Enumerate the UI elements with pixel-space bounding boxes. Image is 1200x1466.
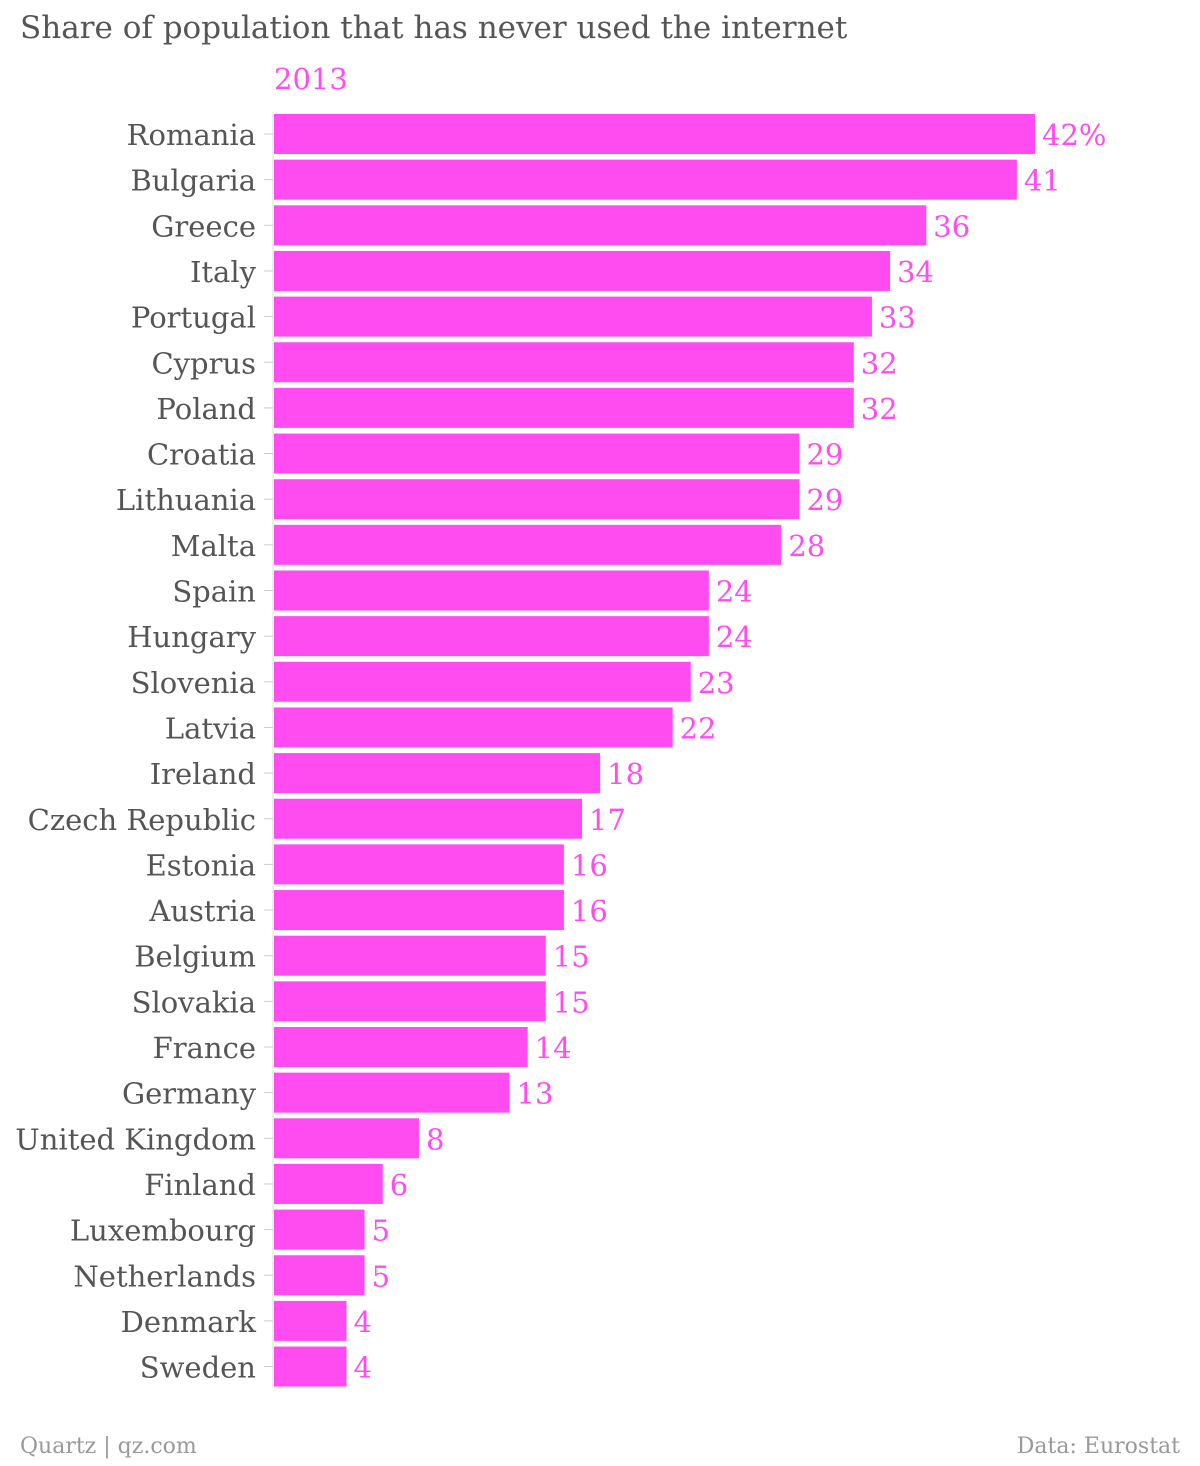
category-label: Poland — [156, 392, 256, 426]
category-label: Italy — [190, 255, 257, 289]
value-label: 29 — [806, 438, 843, 472]
category-label: Luxembourg — [70, 1214, 256, 1248]
chart-title: Share of population that has never used … — [20, 10, 848, 46]
series-label: 2013 — [274, 62, 348, 96]
category-label: Croatia — [147, 438, 256, 472]
bar — [274, 1072, 510, 1113]
value-label: 13 — [517, 1077, 554, 1111]
bar — [274, 570, 709, 611]
value-label: 41 — [1024, 164, 1061, 198]
value-label: 15 — [553, 985, 590, 1019]
category-label: Austria — [148, 894, 256, 928]
bar — [274, 1118, 419, 1159]
bar — [274, 890, 564, 931]
bar — [274, 981, 546, 1022]
value-label: 23 — [698, 666, 735, 700]
category-label: Bulgaria — [130, 164, 256, 198]
value-label: 24 — [716, 620, 753, 654]
value-label: 34 — [897, 255, 934, 289]
category-label: Greece — [151, 209, 256, 243]
value-label: 16 — [571, 848, 608, 882]
bar — [274, 1209, 365, 1250]
footer-source: Data: Eurostat — [1016, 1434, 1180, 1459]
bar — [274, 296, 872, 337]
category-label: Slovenia — [131, 666, 256, 700]
value-label: 16 — [571, 894, 608, 928]
value-label: 5 — [372, 1259, 390, 1293]
value-label: 42% — [1042, 118, 1106, 152]
category-label: Netherlands — [73, 1259, 256, 1293]
category-label: Portugal — [131, 301, 256, 335]
value-label: 33 — [879, 301, 916, 335]
bar — [274, 661, 691, 702]
bar — [274, 433, 800, 474]
bar — [274, 387, 854, 428]
category-label: United Kingdom — [15, 1122, 256, 1156]
category-label: Romania — [127, 118, 256, 152]
value-label: 4 — [353, 1351, 371, 1385]
bar — [274, 342, 854, 383]
value-label: 14 — [535, 1031, 572, 1065]
bar — [274, 205, 927, 246]
value-label: 5 — [372, 1214, 390, 1248]
value-label: 6 — [390, 1168, 408, 1202]
bar — [274, 524, 782, 565]
value-label: 18 — [607, 757, 644, 791]
value-label: 28 — [788, 529, 825, 563]
bar — [274, 1346, 347, 1387]
category-label: Finland — [144, 1168, 256, 1202]
value-label: 32 — [861, 392, 898, 426]
category-label: Belgium — [134, 940, 256, 974]
bar — [274, 250, 891, 291]
category-label: France — [153, 1031, 256, 1065]
category-label: Malta — [171, 529, 256, 563]
value-label: 17 — [589, 803, 626, 837]
bar — [274, 798, 583, 839]
bar — [274, 1027, 528, 1067]
category-label: Cyprus — [151, 346, 256, 380]
category-label: Latvia — [165, 711, 256, 745]
bar — [274, 935, 546, 976]
bar — [274, 707, 673, 748]
value-label: 36 — [933, 209, 970, 243]
category-label: Ireland — [150, 757, 256, 791]
value-label: 29 — [806, 483, 843, 517]
category-label: Sweden — [140, 1351, 256, 1385]
bar — [274, 1255, 365, 1296]
bar — [274, 479, 800, 520]
footer-credit: Quartz | qz.com — [20, 1434, 197, 1459]
category-label: Denmark — [121, 1305, 257, 1339]
category-label: Estonia — [146, 848, 256, 882]
bar — [274, 1163, 383, 1204]
value-label: 24 — [716, 575, 753, 609]
category-label: Germany — [122, 1077, 257, 1111]
category-label: Czech Republic — [28, 803, 256, 837]
value-label: 4 — [353, 1305, 371, 1339]
category-label: Slovakia — [132, 985, 256, 1019]
bar — [274, 844, 564, 885]
bar — [274, 1300, 347, 1341]
category-label: Hungary — [127, 620, 256, 654]
value-label: 32 — [861, 346, 898, 380]
bar-chart: Romania 42% Bulgaria 41 Greece 36 Italy 34 Portu… — [15, 114, 1106, 1388]
category-label: Lithuania — [116, 483, 256, 517]
value-label: 15 — [553, 940, 590, 974]
bar — [274, 753, 601, 794]
bar — [274, 114, 1035, 154]
value-label: 22 — [680, 711, 717, 745]
category-label: Spain — [172, 575, 256, 609]
bar — [274, 159, 1017, 200]
value-label: 8 — [426, 1122, 444, 1156]
bar — [274, 616, 709, 657]
